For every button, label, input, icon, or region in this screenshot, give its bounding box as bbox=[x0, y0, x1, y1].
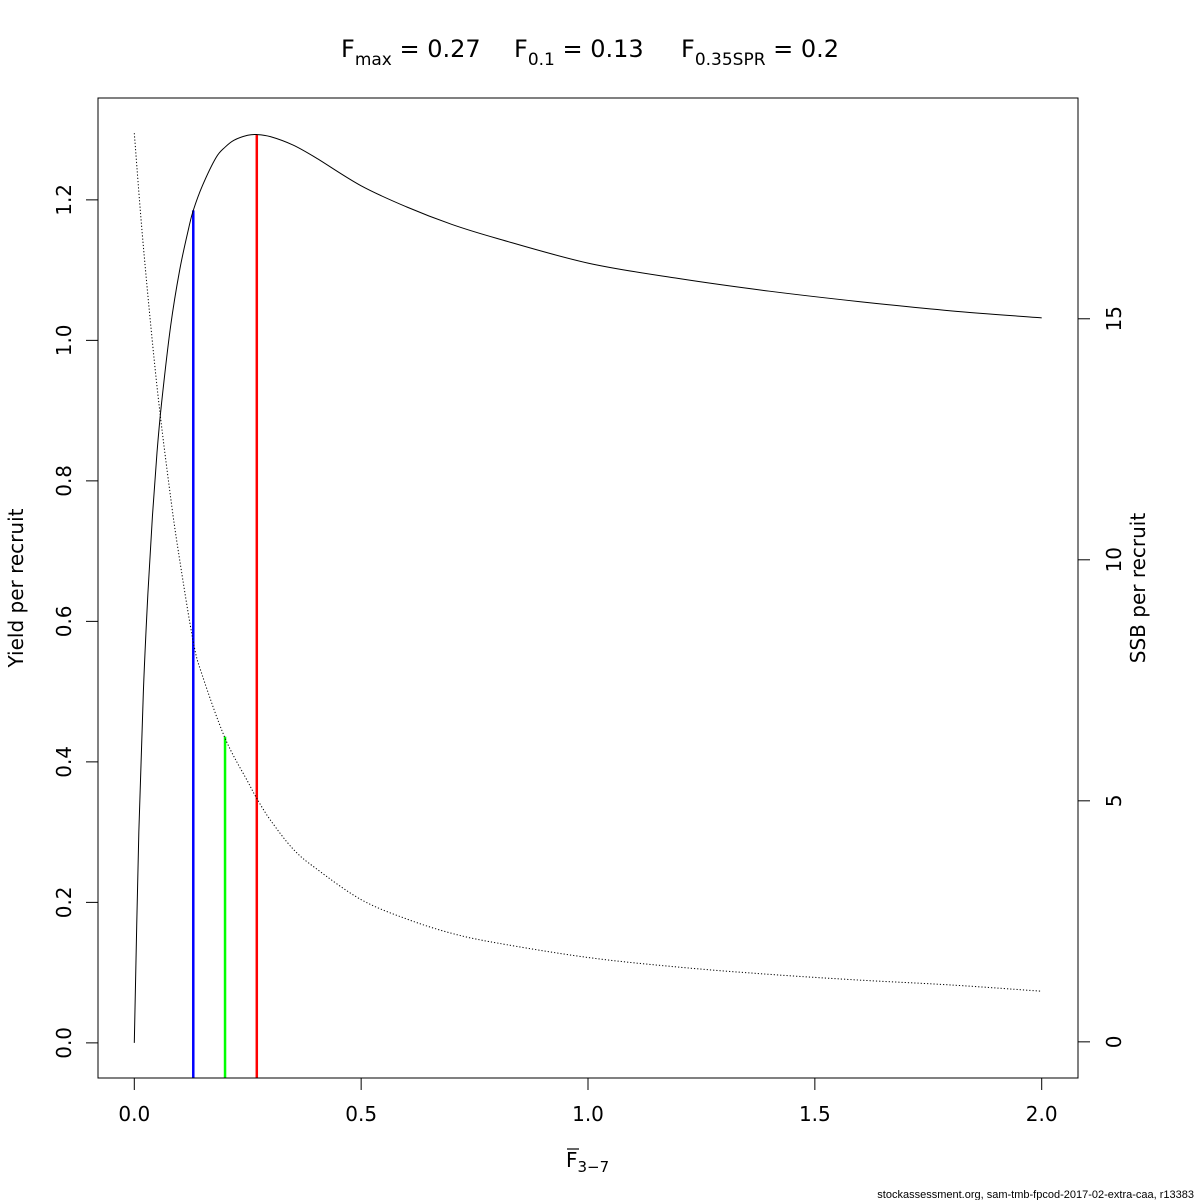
y-tick-label: 0.6 bbox=[52, 605, 76, 637]
title-f035spr: F0.35SPR = 0.2 bbox=[681, 35, 839, 70]
credit-text: stockassessment.org, sam-tmb-fpcod-2017-… bbox=[877, 1189, 1194, 1200]
yield-per-recruit-line bbox=[133, 133, 1042, 1043]
ssb-per-recruit-line bbox=[133, 133, 1042, 992]
y-axis-right: 0 5 10 15 bbox=[1077, 306, 1126, 1048]
x-tick-label: 0.0 bbox=[118, 1102, 150, 1126]
reference-lines bbox=[192, 134, 259, 1078]
y-axis-left: 0.0 0.2 0.4 0.6 0.8 1.0 1.2 bbox=[52, 184, 99, 1059]
title-fmax: Fmax = 0.27 bbox=[341, 35, 481, 70]
chart-title: Fmax = 0.27 F0.1 = 0.13 F0.35SPR = 0.2 bbox=[341, 35, 839, 70]
y2-tick-label: 10 bbox=[1102, 547, 1126, 572]
y-tick-label: 1.2 bbox=[52, 184, 76, 216]
x-axis: 0.0 0.5 1.0 1.5 2.0 bbox=[118, 1077, 1058, 1126]
x-tick-label: 1.5 bbox=[799, 1102, 831, 1126]
plot-frame bbox=[97, 97, 1079, 1079]
svg-text:F3−7: F3−7 bbox=[566, 1148, 609, 1176]
x-tick-label: 2.0 bbox=[1026, 1102, 1058, 1126]
title-f01: F0.1 = 0.13 bbox=[514, 35, 644, 70]
x-tick-label: 0.5 bbox=[345, 1102, 377, 1126]
x-tick-label: 1.0 bbox=[572, 1102, 604, 1126]
x-axis-label: F3−7 bbox=[566, 1148, 609, 1176]
y-tick-label: 0.2 bbox=[52, 886, 76, 918]
y-axis-label: Yield per recruit bbox=[4, 508, 28, 668]
y2-tick-label: 15 bbox=[1102, 306, 1126, 331]
y-tick-label: 0.0 bbox=[52, 1027, 76, 1059]
y-tick-label: 1.0 bbox=[52, 324, 76, 356]
y2-tick-label: 5 bbox=[1102, 794, 1126, 807]
y2-tick-label: 0 bbox=[1102, 1035, 1126, 1048]
y-tick-label: 0.8 bbox=[52, 465, 76, 497]
y-tick-label: 0.4 bbox=[52, 746, 76, 778]
y2-axis-label: SSB per recruit bbox=[1126, 513, 1150, 664]
